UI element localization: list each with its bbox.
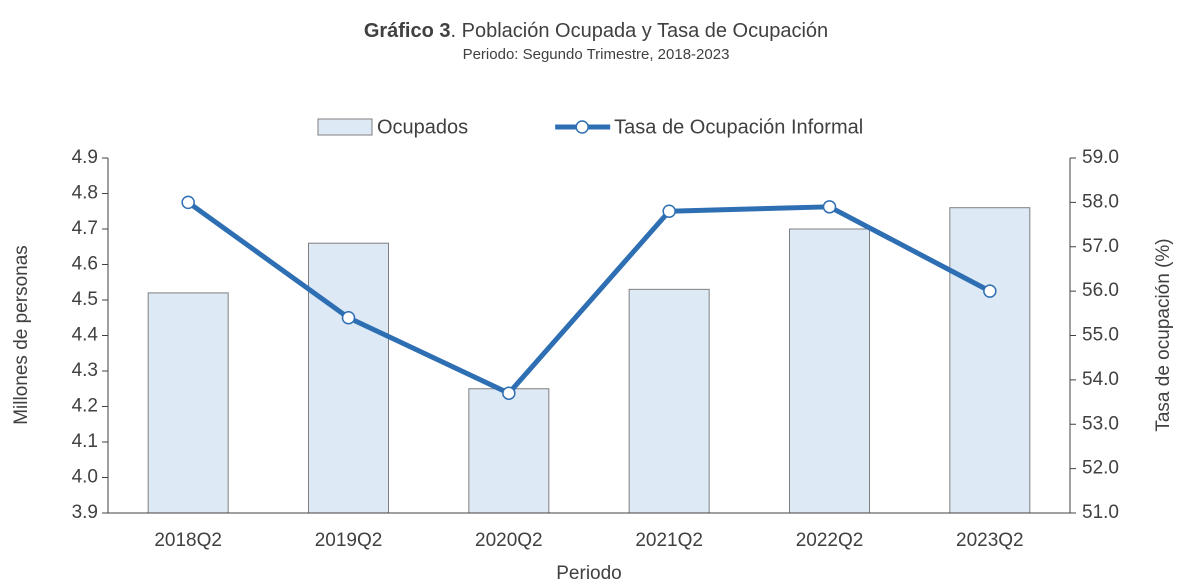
line-marker [662,204,676,218]
x-tick-label: 2020Q2 [475,530,543,551]
y2-tick-label: 59.0 [1082,147,1119,168]
legend-label: Tasa de Ocupación Informal [614,116,863,138]
line [186,200,991,396]
x-tick-label: 2021Q2 [635,530,703,551]
y2-tick-label: 55.0 [1082,325,1119,346]
y-tick-label: 4.0 [72,467,98,488]
title-bold: Gráfico 3 [364,20,451,42]
y-tick-label: 4.1 [72,431,98,452]
x-tick-label: 2018Q2 [154,530,222,551]
bar [949,207,1031,514]
y-tick-label: 4.6 [72,254,98,275]
y2-tick-label: 52.0 [1082,458,1119,479]
line-marker [822,200,837,214]
subtitle: Periodo: Segundo Trimestre, 2018-2023 [463,46,730,63]
x-axis-label: Periodo [556,563,622,584]
y2-tick-label: 57.0 [1082,236,1119,257]
bar [628,288,710,514]
y-tick-label: 4.3 [72,360,98,381]
bar [468,388,550,514]
bar [308,242,389,514]
y2-tick-label: 54.0 [1082,369,1119,390]
line-marker [341,311,356,325]
y-tick-label: 4.8 [72,183,98,204]
y2-tick-label: 51.0 [1082,502,1119,523]
y2-tick-label: 58.0 [1082,191,1119,212]
bar [147,292,229,514]
x-tick-label: 2023Q2 [956,530,1024,551]
legend-marker [575,120,589,134]
bar [789,228,870,514]
y-tick-label: 3.9 [72,502,98,523]
y-tick-label: 4.9 [72,147,98,168]
y2-tick-label: 53.0 [1082,413,1119,434]
line-marker [983,284,997,298]
y-axis-label: Millones de personas [11,245,32,425]
y-tick-label: 4.4 [72,325,99,346]
y2-tick-label: 56.0 [1082,280,1119,301]
chart-title: Gráfico 3. Población Ocupada y Tasa de O… [364,20,828,42]
y-tick-label: 4.5 [72,289,98,310]
y2-axis-label: Tasa de ocupación (%) [1153,238,1174,431]
legend-swatch [317,118,373,136]
title-rest: . Población Ocupada y Tasa de Ocupación [451,20,829,42]
x-tick-label: 2019Q2 [315,530,383,551]
y-tick-label: 4.7 [72,218,98,239]
line-marker [502,386,516,400]
y-tick-label: 4.2 [72,396,98,417]
line-marker [181,195,195,210]
x-tick-label: 2022Q2 [796,530,864,551]
legend-label: Ocupados [377,116,468,138]
